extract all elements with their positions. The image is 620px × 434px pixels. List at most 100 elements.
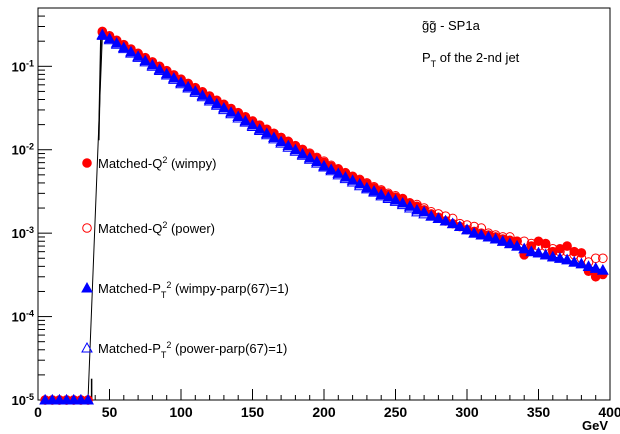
data-point xyxy=(160,68,173,80)
data-point xyxy=(439,214,452,226)
data-point xyxy=(225,107,237,119)
data-point xyxy=(461,223,473,235)
data-point xyxy=(175,77,187,89)
data-point xyxy=(103,33,116,45)
data-point xyxy=(196,90,209,102)
data-point xyxy=(117,42,130,54)
data-point xyxy=(289,145,302,156)
data-point xyxy=(346,176,359,187)
data-point xyxy=(232,111,245,123)
y-tick-label: 10-5 xyxy=(12,392,34,408)
legend-marker xyxy=(81,341,93,353)
data-point xyxy=(246,120,259,131)
data-point xyxy=(210,99,223,110)
data-point xyxy=(153,64,166,76)
data-point xyxy=(253,124,266,136)
data-point xyxy=(446,217,459,229)
data-point xyxy=(575,257,588,269)
data-point xyxy=(475,228,488,240)
legend-label: Matched-Q2 (power) xyxy=(98,220,215,236)
chart-annotation-title: g̃g̃ - SP1a xyxy=(422,18,481,33)
data-point xyxy=(525,245,538,257)
legend-label: Matched-Q2 (wimpy) xyxy=(98,155,216,171)
data-point xyxy=(182,82,194,93)
data-point xyxy=(482,230,495,242)
data-point xyxy=(125,47,137,58)
y-tick-label: 10-3 xyxy=(12,225,34,241)
data-point xyxy=(496,235,509,246)
data-point xyxy=(110,38,123,49)
legend-label: Matched-PT2 (power-parp(67)=1) xyxy=(98,340,287,360)
data-point xyxy=(60,393,73,405)
data-point xyxy=(468,227,480,238)
data-point xyxy=(260,128,273,140)
data-point xyxy=(375,189,388,201)
data-point xyxy=(554,252,566,263)
data-point xyxy=(389,195,402,206)
data-point xyxy=(96,29,109,40)
data-point xyxy=(432,212,445,223)
data-point xyxy=(67,393,80,405)
data-point xyxy=(318,161,330,172)
legend-marker xyxy=(81,281,93,293)
data-point xyxy=(361,182,373,194)
x-tick-label: 300 xyxy=(455,404,479,420)
data-point xyxy=(411,205,423,217)
data-point xyxy=(203,94,216,106)
data-point xyxy=(282,141,295,152)
data-point xyxy=(168,73,180,84)
data-point xyxy=(339,172,352,184)
series-layer xyxy=(39,26,609,405)
data-point xyxy=(268,132,280,144)
data-point xyxy=(539,248,552,260)
y-tick-label: 10-1 xyxy=(12,58,34,74)
data-point xyxy=(39,393,51,405)
data-point xyxy=(146,60,159,71)
data-point xyxy=(454,220,466,232)
legend-marker xyxy=(82,158,92,168)
data-point xyxy=(546,250,559,262)
x-tick-label: 0 xyxy=(34,404,42,420)
data-point xyxy=(382,192,395,204)
data-point xyxy=(303,153,316,164)
data-point xyxy=(396,198,409,210)
data-point xyxy=(540,238,551,249)
data-point xyxy=(82,393,94,405)
data-point xyxy=(311,157,323,168)
data-point xyxy=(504,237,516,249)
data-point xyxy=(576,248,587,258)
x-axis-label: GeV xyxy=(582,418,608,433)
x-tick-label: 150 xyxy=(241,404,265,420)
threshold-edge-line xyxy=(98,34,102,141)
legend: Matched-Q2 (wimpy) Matched-Q2 (power) Matc… xyxy=(81,155,289,360)
chart-annotation-subtitle: PT of the 2-nd jet xyxy=(422,50,520,69)
data-point xyxy=(597,264,609,275)
data-point xyxy=(46,393,59,405)
x-tick-label: 200 xyxy=(312,404,336,420)
data-point xyxy=(139,55,152,67)
y-tick-label: 10-4 xyxy=(12,309,34,325)
data-point xyxy=(353,179,366,191)
data-point xyxy=(403,202,416,213)
x-tick-label: 400 xyxy=(598,404,620,420)
data-point xyxy=(598,253,608,264)
data-point xyxy=(53,393,66,405)
data-point xyxy=(511,240,523,251)
y-tick-label: 10-2 xyxy=(12,142,34,158)
x-tick-label: 50 xyxy=(102,404,118,420)
x-tick-label: 100 xyxy=(169,404,193,420)
data-point xyxy=(275,137,287,148)
data-point xyxy=(368,186,380,197)
data-point xyxy=(489,233,502,244)
data-point xyxy=(296,149,309,160)
data-point xyxy=(325,164,337,176)
data-point xyxy=(425,210,438,221)
data-point xyxy=(239,116,252,127)
data-point xyxy=(332,168,345,180)
data-point xyxy=(418,207,430,219)
data-point xyxy=(132,51,144,62)
legend-label: Matched-PT2 (wimpy-parp(67)=1) xyxy=(98,280,289,300)
data-point xyxy=(582,260,595,271)
